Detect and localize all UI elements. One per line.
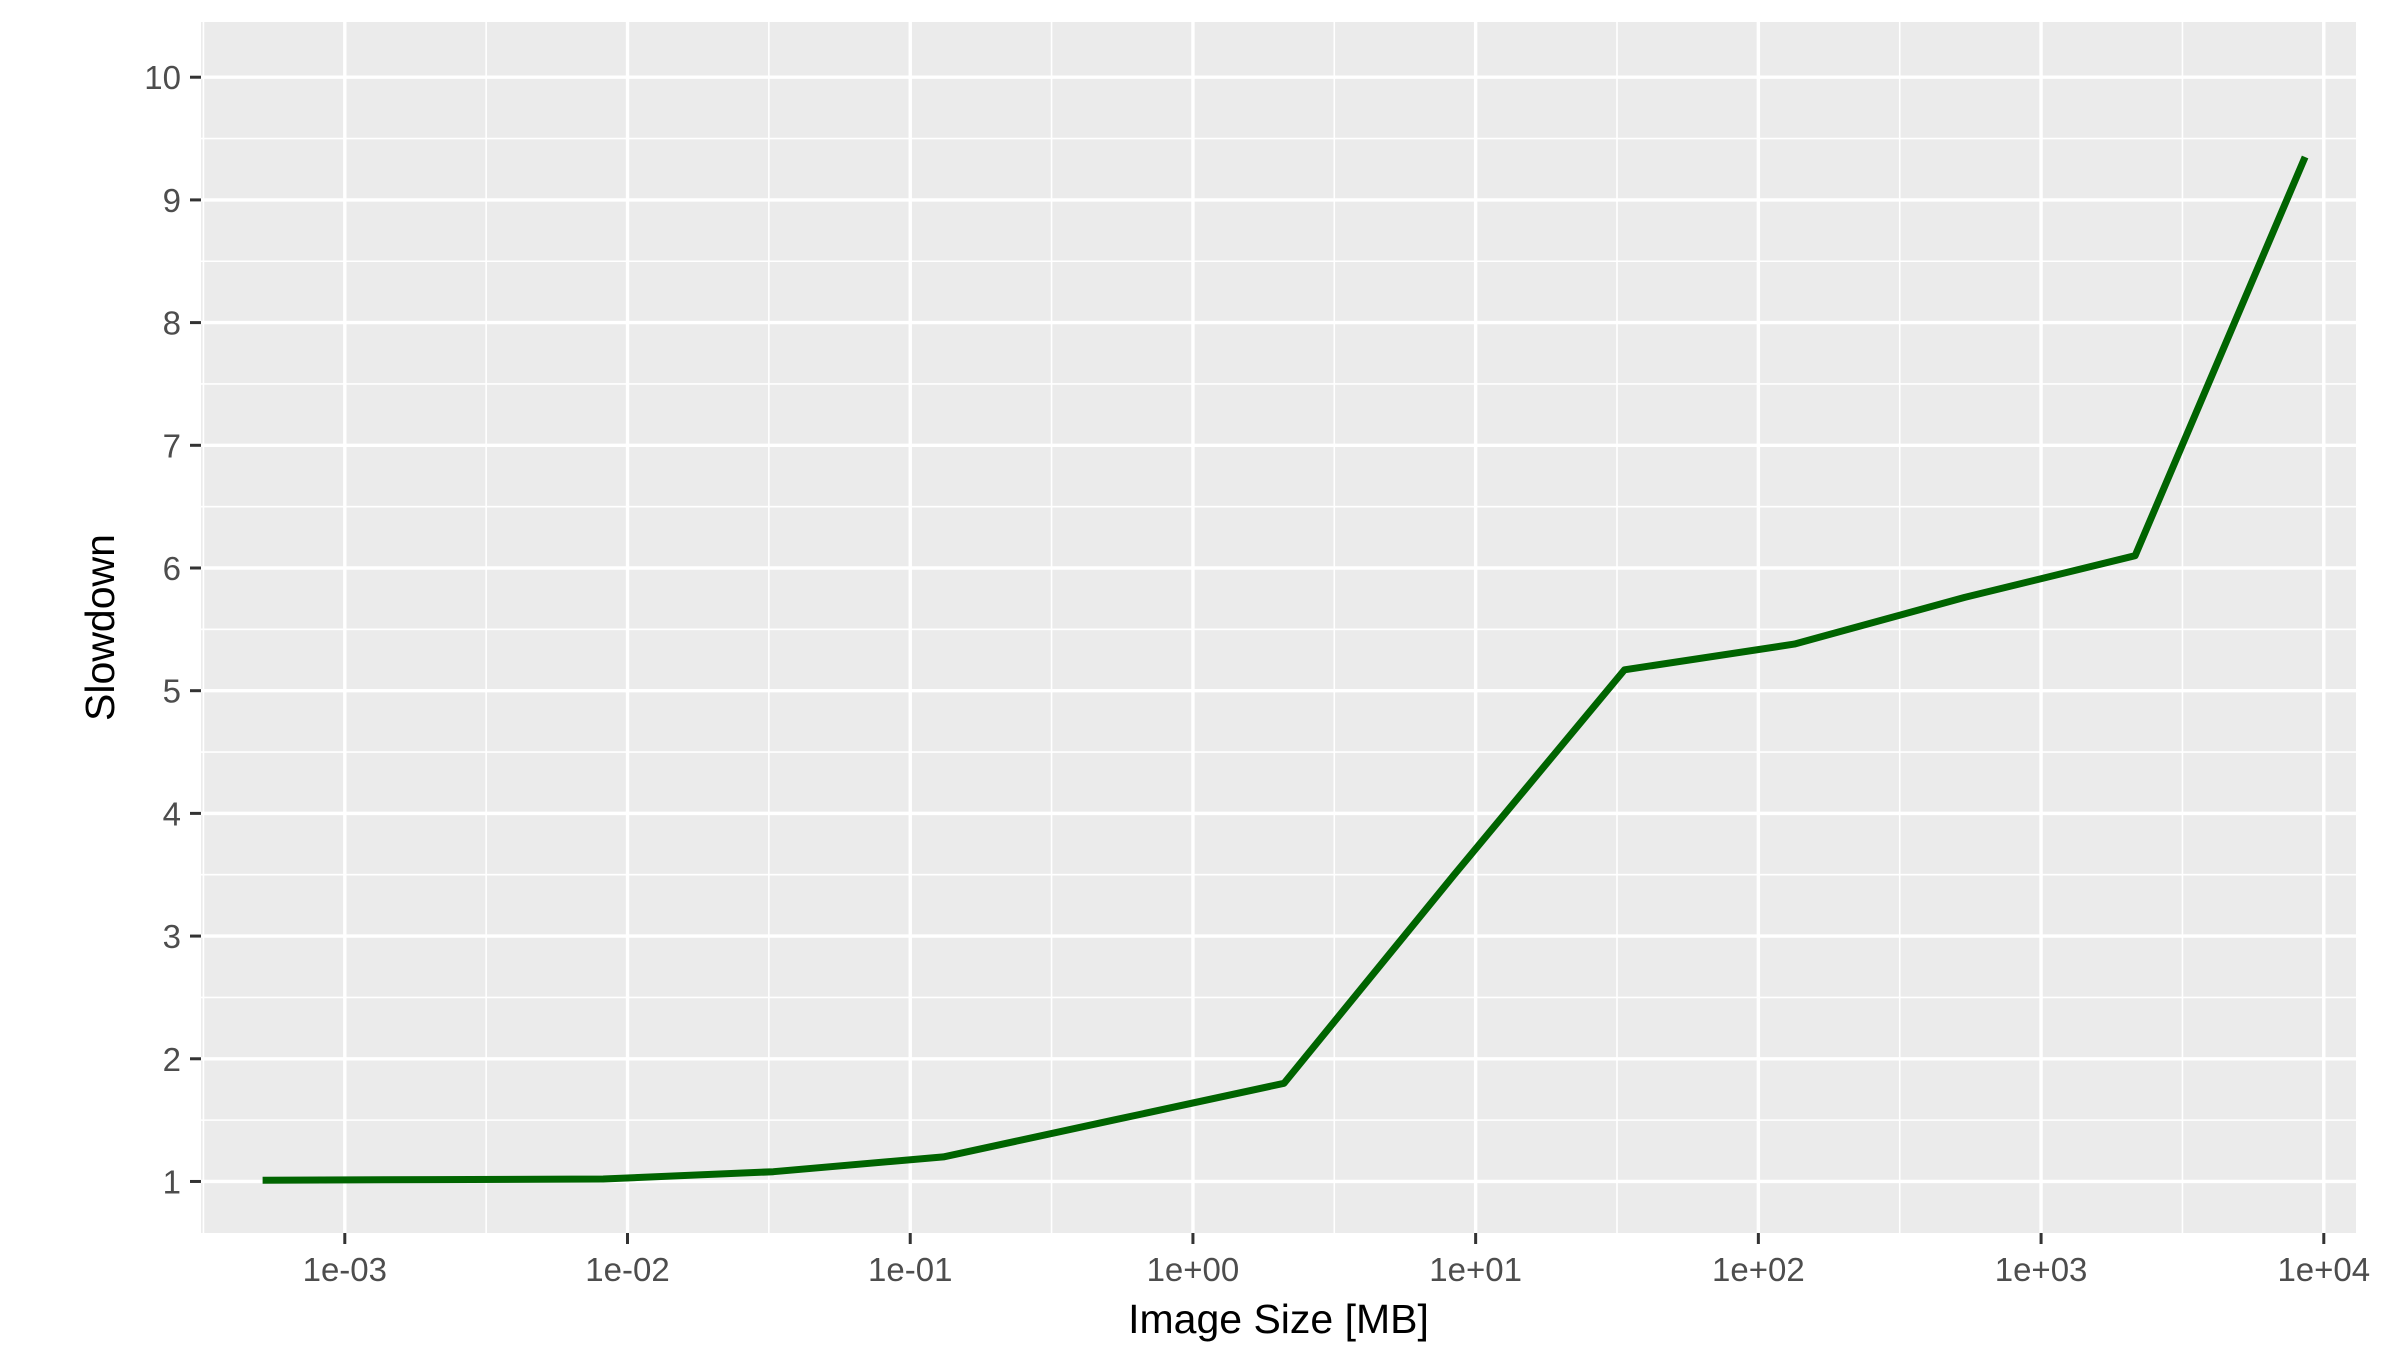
series-line bbox=[262, 155, 2309, 1184]
y-tick-label: 6 bbox=[163, 550, 181, 587]
x-tick-label: 1e-01 bbox=[868, 1251, 952, 1288]
series-layer bbox=[262, 155, 2309, 1184]
y-tick-label: 7 bbox=[163, 427, 181, 464]
x-axis-title: Image Size [MB] bbox=[1128, 1296, 1429, 1342]
y-tick-label: 10 bbox=[144, 59, 181, 96]
y-tick-label: 3 bbox=[163, 918, 181, 955]
axis-ticks bbox=[190, 75, 2326, 1244]
x-tick-label: 1e+00 bbox=[1147, 1251, 1240, 1288]
x-tick-label: 1e-02 bbox=[585, 1251, 669, 1288]
minor-gridlines bbox=[201, 22, 2356, 1233]
plot-panel bbox=[201, 22, 2356, 1233]
y-tick-label: 9 bbox=[163, 182, 181, 219]
y-tick-label: 1 bbox=[163, 1163, 181, 1200]
y-tick-label: 8 bbox=[163, 305, 181, 342]
x-tick-labels: 1e-03 1e-02 1e-01 1e+00 1e+01 1e+02 1e+03 1e+04 bbox=[303, 1251, 2371, 1288]
major-gridlines bbox=[201, 22, 2356, 1233]
x-tick-label: 1e-03 bbox=[303, 1251, 387, 1288]
x-tick-label: 1e+02 bbox=[1712, 1251, 1805, 1288]
y-tick-label: 5 bbox=[163, 673, 181, 710]
x-tick-label: 1e+04 bbox=[2277, 1251, 2370, 1288]
y-tick-labels: 1 2 3 4 5 6 7 8 9 10 bbox=[144, 59, 181, 1200]
y-axis-title: Slowdown bbox=[77, 534, 123, 721]
y-tick-label: 2 bbox=[163, 1041, 181, 1078]
x-tick-label: 1e+03 bbox=[1995, 1251, 2088, 1288]
y-tick-label: 4 bbox=[163, 795, 181, 832]
x-tick-label: 1e+01 bbox=[1429, 1251, 1522, 1288]
